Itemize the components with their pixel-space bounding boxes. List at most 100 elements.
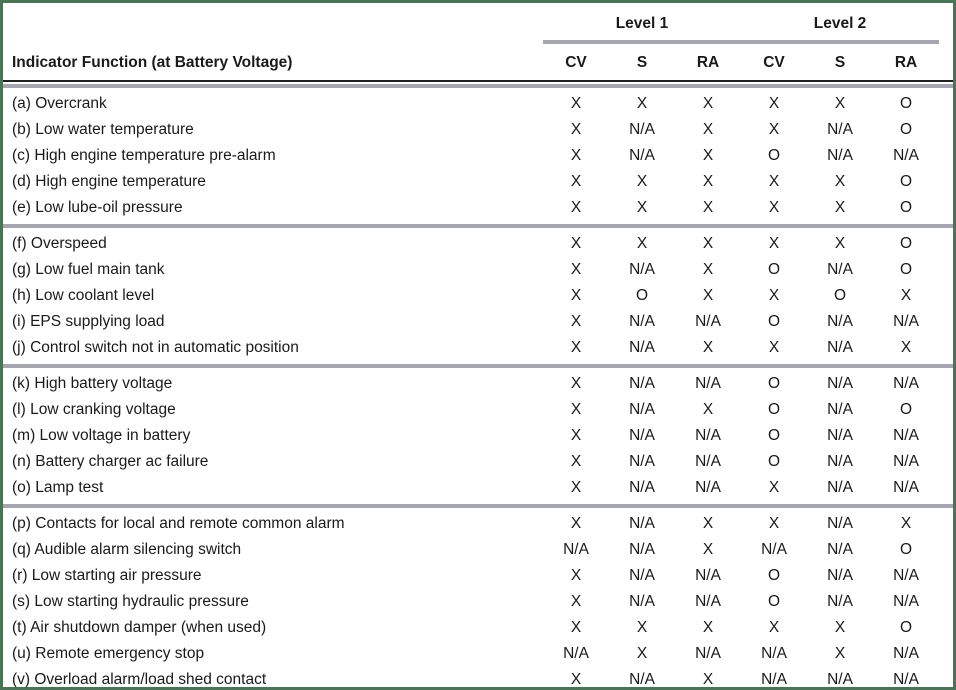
cell-value: X	[900, 515, 912, 532]
cell-value: X	[834, 173, 846, 190]
cell-value: N/A	[807, 667, 874, 687]
row-label: (u) Remote emergency stop	[12, 645, 205, 662]
table-row: (s) Low starting hydraulic pressure X N/A N…	[3, 589, 953, 615]
cell-value: X	[834, 645, 846, 662]
table-row: (l) Low cranking voltage X N/A X O N/A O	[3, 397, 953, 423]
col-header-cv-level2: CV	[741, 42, 808, 82]
cell-value: N/A	[563, 645, 589, 662]
row-right-pad	[939, 475, 953, 501]
cell-value: X	[570, 199, 582, 216]
cell-value: X	[702, 235, 714, 252]
cell-value: O	[767, 453, 781, 470]
cell-value: X	[702, 173, 714, 190]
row-label: (a) Overcrank	[12, 95, 107, 112]
table-row: (t) Air shutdown damper (when used) X X X X X…	[3, 615, 953, 641]
cell-value: X	[702, 287, 714, 304]
row-label: (i) EPS supplying load	[12, 313, 165, 330]
cell-value: N/A	[893, 313, 919, 330]
section-separator	[3, 81, 953, 91]
level-header-row: Level 1 Level 2	[3, 3, 953, 44]
cell-value: X	[768, 235, 780, 252]
cell-value: X	[834, 235, 846, 252]
row-label: (q) Audible alarm silencing switch	[12, 541, 242, 558]
cell-value: X	[636, 95, 648, 112]
cell-value: O	[899, 95, 913, 112]
cell-value: N/A	[629, 375, 655, 392]
cell-value: N/A	[629, 401, 655, 418]
row-label: (m) Low voltage in battery	[12, 427, 191, 444]
cell-value: X	[768, 173, 780, 190]
row-right-pad	[939, 615, 953, 641]
cell-value: X	[636, 199, 648, 216]
cell-value: X	[768, 515, 780, 532]
row-label: (h) Low coolant level	[12, 287, 155, 304]
cell-value: N/A	[741, 667, 808, 687]
row-right-pad	[939, 335, 953, 361]
cell-value: N/A	[563, 541, 589, 558]
separator-bar	[3, 364, 953, 368]
cell-value: N/A	[695, 313, 721, 330]
row-right-pad	[939, 537, 953, 563]
cell-value: X	[570, 121, 582, 138]
cell-value: N/A	[827, 339, 853, 356]
cell-value: X	[702, 515, 714, 532]
cell-value: N/A	[827, 427, 853, 444]
table-row: (n) Battery charger ac failure X N/A N/A O N/…	[3, 449, 953, 475]
row-right-pad	[939, 309, 953, 335]
table-row: (q) Audible alarm silencing switch N/A N/A…	[3, 537, 953, 563]
cell-value: N/A	[629, 567, 655, 584]
cell-value: N/A	[827, 453, 853, 470]
cell-value: N/A	[629, 541, 655, 558]
row-right-pad	[939, 169, 953, 195]
cell-value: N/A	[695, 479, 721, 496]
cell-value: X	[570, 619, 582, 636]
cell-value: N/A	[629, 147, 655, 164]
cell-value: X	[834, 199, 846, 216]
cell-value: X	[768, 95, 780, 112]
cell-value: X	[636, 235, 648, 252]
cell-value: O	[767, 401, 781, 418]
cell-value: N/A	[827, 593, 853, 610]
cell-value: X	[636, 173, 648, 190]
row-label: (e) Low lube-oil pressure	[12, 199, 183, 216]
cell-value: N/A	[893, 427, 919, 444]
cell-value: N/A	[827, 375, 853, 392]
table-row: (v) Overload alarm/load shed contact X N/A…	[3, 667, 953, 687]
cell-value: X	[702, 95, 714, 112]
group-separator-row	[3, 221, 953, 231]
col-header-ra-level2: RA	[873, 42, 940, 82]
cell-value: X	[900, 339, 912, 356]
row-label: (o) Lamp test	[12, 479, 104, 496]
section-separator	[3, 501, 953, 511]
cell-value: X	[570, 401, 582, 418]
section-separator	[3, 221, 953, 231]
cell-value: N/A	[629, 313, 655, 330]
row-label: (f) Overspeed	[12, 235, 107, 252]
col-header-s-level1: S	[609, 42, 675, 82]
cell-value: N/A	[629, 479, 655, 496]
cell-value: X	[702, 199, 714, 216]
cell-value: X	[570, 453, 582, 470]
cell-value: O	[833, 287, 847, 304]
cell-value: N/A	[761, 645, 787, 662]
row-right-pad	[939, 563, 953, 589]
cell-value: X	[543, 667, 609, 687]
cell-value: N/A	[827, 121, 853, 138]
cell-value: O	[899, 401, 913, 418]
cell-value: X	[834, 619, 846, 636]
cell-value: O	[767, 593, 781, 610]
table-row: (k) High battery voltage X N/A N/A O N/A N/A	[3, 371, 953, 397]
cell-value: N/A	[629, 339, 655, 356]
cell-value: X	[702, 147, 714, 164]
cell-value: X	[570, 313, 582, 330]
cell-value: N/A	[629, 121, 655, 138]
cell-value: X	[702, 541, 714, 558]
table-row: (u) Remote emergency stop N/A X N/A N/A X N/A	[3, 641, 953, 667]
separator-bar	[3, 504, 953, 508]
table-row: (p) Contacts for local and remote common…	[3, 511, 953, 537]
row-label: (l) Low cranking voltage	[12, 401, 176, 418]
row-right-pad	[939, 231, 953, 257]
cell-value: X	[702, 121, 714, 138]
cell-value: X	[636, 619, 648, 636]
cell-value: N/A	[629, 515, 655, 532]
